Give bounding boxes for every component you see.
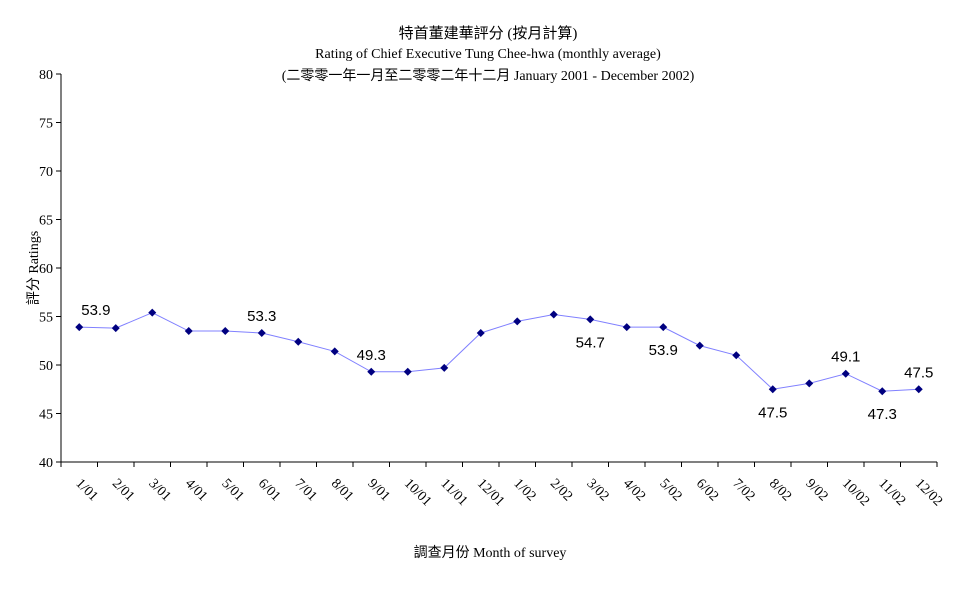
x-tick-label: 1/02 <box>510 476 538 504</box>
data-point <box>695 341 704 350</box>
x-tick-label: 12/01 <box>474 476 507 509</box>
x-tick-label: 10/02 <box>839 476 872 509</box>
x-tick-label: 11/02 <box>875 476 908 509</box>
data-point <box>513 317 522 326</box>
x-tick-label: 9/02 <box>802 476 830 504</box>
y-tick-label: 70 <box>39 165 53 180</box>
series-line <box>79 312 919 392</box>
x-tick-label: 10/01 <box>401 476 434 509</box>
y-tick-label: 60 <box>39 262 53 277</box>
x-tick-label: 9/01 <box>364 476 392 504</box>
data-point <box>221 327 230 336</box>
x-tick-label: 11/01 <box>437 476 470 509</box>
data-point <box>659 323 668 332</box>
data-point <box>257 328 266 337</box>
data-label: 53.3 <box>247 308 276 325</box>
data-point <box>586 315 595 324</box>
x-tick-label: 12/02 <box>912 476 945 509</box>
y-tick-label: 50 <box>39 359 53 374</box>
data-label: 54.7 <box>576 334 605 351</box>
data-point <box>111 324 120 333</box>
data-point <box>403 367 412 376</box>
x-tick-label: 2/01 <box>109 476 137 504</box>
data-label: 47.3 <box>868 406 897 423</box>
x-tick-label: 3/02 <box>583 476 611 504</box>
data-label: 49.3 <box>357 347 386 364</box>
x-axis-label: 調查月份 Month of survey <box>414 545 567 561</box>
chart-subtitle-2: (二零零一年一月至二零零二年十二月 January 2001 - Decembe… <box>282 68 695 84</box>
data-point <box>476 328 485 337</box>
x-tick-label: 4/01 <box>182 476 210 504</box>
x-tick-label: 5/01 <box>218 476 246 504</box>
x-tick-label: 3/01 <box>145 476 173 504</box>
data-point <box>184 327 193 336</box>
x-tick-label: 6/02 <box>693 476 721 504</box>
y-tick-label: 65 <box>39 214 53 229</box>
x-tick-label: 2/02 <box>547 476 575 504</box>
data-label: 53.9 <box>649 342 678 359</box>
data-point <box>768 385 777 394</box>
x-tick-label: 7/02 <box>729 476 757 504</box>
data-point <box>148 308 157 317</box>
data-point <box>805 379 814 388</box>
x-tick-label: 1/01 <box>72 476 100 504</box>
data-point <box>914 385 923 394</box>
data-label: 47.5 <box>904 364 933 381</box>
y-tick-label: 80 <box>39 68 53 83</box>
y-tick-label: 55 <box>39 311 53 326</box>
chart-title: 特首董建華評分 (按月計算) <box>399 24 578 42</box>
y-tick-label: 40 <box>39 456 53 471</box>
data-point <box>330 347 339 356</box>
data-point <box>367 367 376 376</box>
x-tick-label: 8/01 <box>328 476 356 504</box>
data-point <box>622 323 631 332</box>
data-point <box>878 387 887 396</box>
x-tick-label: 5/02 <box>656 476 684 504</box>
y-axis-label: 評分 Ratings <box>26 231 42 305</box>
data-label: 47.5 <box>758 404 787 421</box>
data-label: 53.9 <box>81 302 110 319</box>
chart-subtitle: Rating of Chief Executive Tung Chee-hwa … <box>315 47 661 62</box>
x-tick-label: 7/01 <box>291 476 319 504</box>
y-tick-label: 45 <box>39 408 53 423</box>
data-point <box>440 363 449 372</box>
data-point <box>841 369 850 378</box>
data-label: 49.1 <box>831 349 860 366</box>
data-point <box>732 351 741 360</box>
data-point <box>549 310 558 319</box>
x-tick-label: 6/01 <box>255 476 283 504</box>
y-tick-label: 75 <box>39 117 53 132</box>
x-tick-label: 8/02 <box>766 476 794 504</box>
data-point <box>75 323 84 332</box>
data-point <box>294 337 303 346</box>
x-tick-label: 4/02 <box>620 476 648 504</box>
